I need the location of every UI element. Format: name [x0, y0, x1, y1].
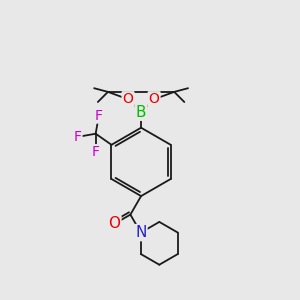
Text: F: F: [74, 130, 82, 144]
Text: F: F: [92, 145, 100, 159]
Text: B: B: [136, 105, 146, 120]
Text: F: F: [95, 109, 103, 123]
Text: O: O: [108, 216, 120, 231]
Text: O: O: [149, 92, 160, 106]
Text: N: N: [135, 225, 146, 240]
Text: O: O: [123, 92, 134, 106]
